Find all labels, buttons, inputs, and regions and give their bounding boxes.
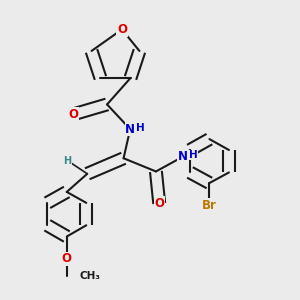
Text: N: N — [125, 123, 135, 136]
Text: N: N — [178, 150, 188, 163]
Text: O: O — [154, 197, 164, 210]
Text: H: H — [63, 156, 71, 166]
Text: O: O — [62, 253, 72, 266]
Text: O: O — [68, 108, 78, 121]
Text: H: H — [189, 150, 198, 160]
Text: O: O — [117, 23, 127, 36]
Text: H: H — [136, 123, 145, 133]
Text: Br: Br — [202, 199, 217, 212]
Text: CH₃: CH₃ — [79, 271, 100, 281]
